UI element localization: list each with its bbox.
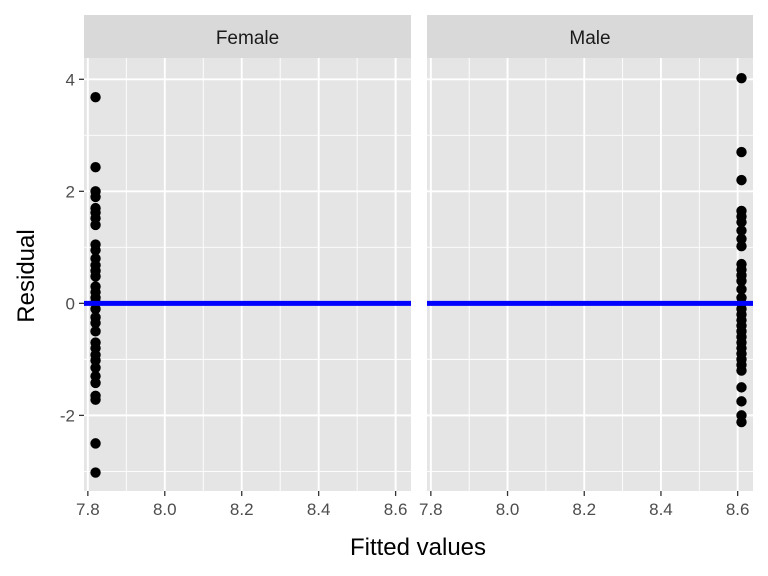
data-point — [90, 219, 101, 231]
data-point — [90, 355, 101, 366]
data-point — [90, 244, 101, 256]
data-point — [736, 174, 747, 186]
x-tick-label: 7.8 — [76, 500, 100, 519]
data-point — [736, 416, 747, 428]
strip-background — [427, 15, 753, 58]
x-tick-label: 8.4 — [307, 500, 331, 519]
x-axis-title: Fitted values — [350, 534, 486, 561]
data-point — [736, 233, 747, 245]
y-axis-title: Residual — [13, 229, 40, 322]
data-point — [90, 438, 101, 449]
x-axis: 7.8 8.0 8.2 8.4 8.6 7.8 8.0 8.2 8.4 8.6 — [76, 491, 749, 519]
data-point — [736, 396, 747, 407]
y-tick-label: -2 — [60, 406, 75, 425]
panel-background — [427, 58, 753, 491]
data-point — [736, 382, 747, 393]
data-point — [90, 377, 101, 389]
data-point — [736, 216, 747, 228]
data-point — [736, 72, 747, 84]
x-tick-label: 8.6 — [384, 500, 408, 519]
data-point — [736, 284, 747, 295]
x-tick-label: 8.2 — [572, 500, 596, 519]
x-tick-label: 8.0 — [153, 500, 177, 519]
strip-background — [84, 15, 411, 58]
panel-female: Female — [84, 15, 411, 491]
x-tick-label: 8.6 — [726, 500, 750, 519]
y-tick-label: 0 — [66, 294, 75, 313]
panel-male: Male — [427, 15, 753, 491]
strip-label: Male — [569, 28, 610, 49]
data-point — [736, 365, 747, 376]
x-tick-label: 8.0 — [496, 500, 520, 519]
data-point — [90, 162, 101, 173]
panel-background — [84, 58, 411, 491]
data-point — [90, 271, 101, 282]
data-point — [736, 275, 747, 287]
data-point — [90, 394, 101, 405]
y-tick-label: 4 — [66, 70, 75, 89]
data-point — [90, 317, 101, 329]
panels-layer: Female Male — [84, 15, 753, 491]
data-point — [90, 92, 101, 103]
data-point — [90, 326, 101, 337]
data-point — [90, 362, 101, 373]
data-point — [90, 467, 101, 478]
data-point — [90, 191, 101, 203]
y-axis: -2 0 2 4 — [60, 70, 84, 425]
strip-label: Female — [216, 28, 279, 49]
y-tick-label: 2 — [66, 182, 75, 201]
data-point — [90, 303, 101, 315]
data-point — [736, 146, 747, 158]
data-point — [736, 225, 747, 236]
x-tick-label: 8.4 — [649, 500, 673, 519]
x-tick-label: 8.2 — [230, 500, 254, 519]
x-tick-label: 7.8 — [419, 500, 443, 519]
data-point — [736, 241, 747, 252]
